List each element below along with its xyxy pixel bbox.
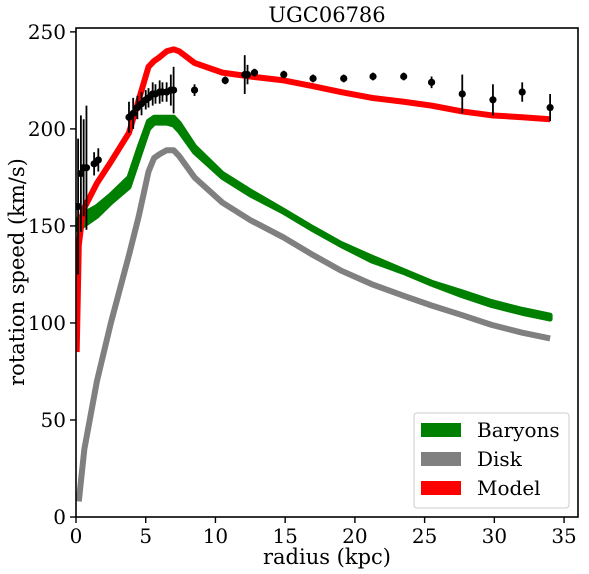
- observed-point-23: [250, 68, 259, 77]
- y-axis: 0 50 100 150 200 250: [28, 20, 76, 529]
- observed-point-7: [129, 97, 137, 129]
- observed-marker-1: [77, 169, 85, 178]
- x-axis-label: radius (kpc): [263, 545, 391, 569]
- observed-marker-5: [94, 156, 102, 164]
- legend-label-baryons: Baryons: [477, 418, 560, 442]
- observed-marker-27: [369, 72, 377, 81]
- plot-area: [76, 46, 554, 502]
- observed-point-30: [458, 74, 466, 114]
- y-axis-label: rotation speed (km/s): [5, 158, 29, 386]
- observed-point-29: [427, 76, 436, 89]
- observed-marker-18: [170, 86, 178, 94]
- observed-marker-28: [400, 72, 408, 81]
- observed-point-24: [280, 70, 288, 79]
- observed-point-33: [546, 93, 554, 122]
- y-tick-label-100: 100: [28, 311, 66, 335]
- observed-point-25: [309, 74, 317, 83]
- x-tick-label-0: 0: [70, 524, 83, 548]
- observed-points-layer: [76, 55, 554, 275]
- x-tick-label-35: 35: [551, 524, 576, 548]
- legend-entry-baryons: Baryons: [421, 418, 560, 442]
- observed-marker-19: [190, 86, 199, 94]
- legend: Baryons Disk Model: [413, 412, 570, 509]
- observed-point-1: [77, 115, 85, 232]
- observed-point-18: [170, 66, 178, 114]
- legend-label-disk: Disk: [477, 447, 523, 471]
- y-tick-label-0: 0: [53, 505, 66, 529]
- observed-marker-3: [82, 164, 91, 172]
- legend-label-model: Model: [477, 476, 541, 500]
- observed-marker-7: [129, 109, 137, 117]
- observed-point-28: [400, 72, 408, 81]
- observed-marker-23: [250, 69, 259, 77]
- x-tick-label-20: 20: [342, 524, 367, 548]
- x-tick-label-30: 30: [482, 524, 507, 548]
- observed-marker-29: [427, 78, 436, 86]
- x-tick-label-25: 25: [412, 524, 437, 548]
- y-tick-label-200: 200: [28, 117, 66, 141]
- x-tick-label-10: 10: [203, 524, 228, 548]
- y-tick-label-250: 250: [28, 20, 66, 44]
- legend-entry-disk: Disk: [421, 447, 523, 471]
- chart-title: UGC06786: [268, 3, 385, 27]
- legend-swatch-disk: [421, 452, 461, 466]
- x-tick-label-5: 5: [139, 524, 152, 548]
- legend-entry-model: Model: [421, 476, 541, 500]
- series-baryons-band: [76, 114, 553, 322]
- observed-point-5: [94, 148, 102, 172]
- series-disk-line: [76, 147, 551, 502]
- observed-point-4: [90, 152, 98, 176]
- observed-marker-31: [489, 96, 497, 104]
- observed-point-26: [340, 74, 348, 83]
- legend-swatch-baryons: [421, 423, 461, 437]
- observed-marker-33: [546, 103, 554, 112]
- y-tick-label-50: 50: [41, 408, 66, 432]
- observed-marker-20: [221, 76, 229, 84]
- observed-marker-26: [340, 74, 348, 83]
- observed-point-3: [82, 105, 91, 230]
- observed-marker-22: [243, 70, 252, 79]
- observed-marker-30: [458, 90, 466, 98]
- observed-marker-25: [309, 74, 317, 83]
- series-layer: [76, 46, 553, 502]
- x-tick-label-15: 15: [272, 524, 297, 548]
- y-tick-label-150: 150: [28, 214, 66, 238]
- observed-marker-24: [280, 70, 288, 79]
- x-axis: 0 5 10 15 20 25 30 35: [70, 517, 577, 548]
- observed-point-27: [369, 72, 377, 81]
- series-model-line: [76, 46, 551, 353]
- observed-point-22: [243, 64, 252, 85]
- plot-frame: [75, 27, 579, 518]
- legend-swatch-model: [421, 481, 461, 495]
- observed-point-20: [221, 76, 229, 85]
- observed-point-19: [190, 84, 199, 96]
- observed-point-31: [489, 84, 497, 116]
- observed-marker-32: [518, 88, 526, 96]
- observed-point-32: [518, 82, 526, 102]
